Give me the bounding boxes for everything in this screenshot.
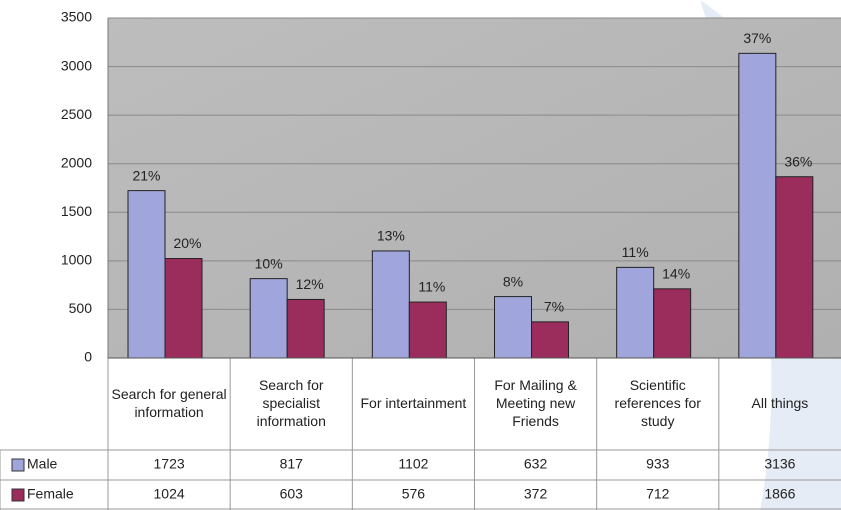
y-tick-label: 1000 bbox=[61, 252, 92, 268]
bar-label: 7% bbox=[544, 299, 564, 315]
table-value: 576 bbox=[402, 486, 426, 502]
x-tick-label: All things bbox=[751, 395, 809, 411]
table-value: 632 bbox=[524, 456, 548, 472]
category-cell: Search for general information bbox=[111, 386, 227, 420]
bar-label: 8% bbox=[503, 273, 523, 289]
table-value: 712 bbox=[646, 486, 670, 502]
table-value: 817 bbox=[280, 456, 304, 472]
table-value: 372 bbox=[524, 486, 548, 502]
bar bbox=[408, 301, 447, 359]
x-tick-label: Search for specialist information bbox=[256, 377, 326, 429]
bar bbox=[531, 321, 569, 359]
bar bbox=[775, 176, 814, 359]
x-tick-label: Scientific references for study bbox=[614, 377, 701, 429]
table-value: 1024 bbox=[154, 486, 185, 502]
legend-label: Female bbox=[27, 486, 74, 502]
bar bbox=[127, 190, 166, 359]
bar-label: 36% bbox=[784, 153, 812, 169]
bar-label: 11% bbox=[418, 279, 445, 295]
bar-label: 13% bbox=[377, 228, 405, 244]
bar bbox=[371, 250, 410, 359]
bar bbox=[494, 296, 532, 359]
bar-label: 20% bbox=[173, 235, 201, 251]
y-tick-label: 2000 bbox=[61, 154, 92, 170]
table-value: 3136 bbox=[764, 456, 795, 472]
x-tick-label: For Mailing & Meeting new Friends bbox=[494, 377, 577, 429]
bar bbox=[616, 266, 655, 359]
legend-label: Male bbox=[27, 456, 58, 472]
y-tick-label: 0 bbox=[84, 349, 92, 365]
bar-label: 14% bbox=[662, 266, 690, 282]
table-value: 1102 bbox=[398, 456, 428, 472]
category-cell: Scientific references for study bbox=[614, 377, 701, 429]
category-cell: For intertainment bbox=[360, 395, 467, 411]
bar bbox=[653, 288, 692, 359]
bar-label: 21% bbox=[132, 167, 160, 183]
bar-label: 11% bbox=[622, 244, 649, 260]
legend-swatch bbox=[11, 488, 25, 502]
y-tick-label: 1500 bbox=[61, 203, 92, 219]
y-tick-label: 2500 bbox=[61, 106, 92, 122]
table-value: 1866 bbox=[764, 486, 795, 502]
y-tick-label: 3500 bbox=[61, 9, 92, 25]
table-value: 933 bbox=[646, 456, 670, 472]
legend-swatch bbox=[11, 458, 25, 472]
bar-label: 12% bbox=[296, 276, 324, 292]
bar-label: 10% bbox=[255, 255, 283, 271]
bar bbox=[738, 52, 777, 359]
bar bbox=[249, 278, 288, 359]
bar-label: 37% bbox=[743, 30, 771, 46]
category-cell: For Mailing & Meeting new Friends bbox=[494, 377, 577, 429]
table-value: 1723 bbox=[154, 456, 185, 472]
x-tick-label: For intertainment bbox=[360, 395, 467, 411]
plot-area bbox=[108, 18, 841, 358]
bar bbox=[286, 298, 325, 359]
y-tick-label: 500 bbox=[69, 300, 93, 316]
x-tick-label: Search for general information bbox=[111, 386, 227, 420]
category-cell: Search for specialist information bbox=[256, 377, 326, 429]
bar bbox=[164, 258, 203, 359]
category-cell: All things bbox=[751, 395, 809, 411]
y-tick-label: 3000 bbox=[61, 57, 92, 73]
table-value: 603 bbox=[280, 486, 304, 502]
